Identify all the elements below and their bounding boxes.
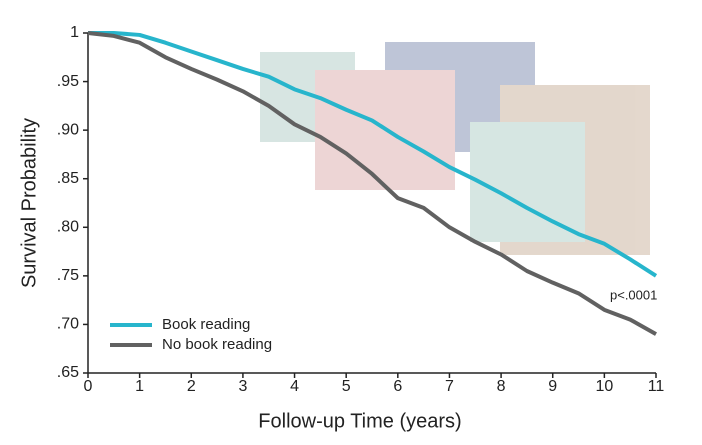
x-tick-label: 8	[497, 378, 506, 395]
x-tick-label: 9	[548, 378, 557, 395]
series-line	[88, 31, 658, 278]
x-tick-label: 7	[445, 378, 454, 395]
x-tick-label: 0	[84, 378, 93, 395]
y-tick-label: .70	[57, 316, 79, 333]
y-tick-label: 1	[70, 24, 79, 41]
legend-label: No book reading	[162, 336, 272, 353]
legend-label: Book reading	[162, 316, 250, 333]
x-tick-label: 2	[187, 378, 196, 395]
x-tick-label: 3	[238, 378, 247, 395]
x-tick-label: 6	[393, 378, 402, 395]
book	[470, 122, 585, 242]
y-tick-label: .90	[57, 121, 79, 138]
y-tick-label: .85	[57, 170, 79, 187]
x-tick-label: 10	[595, 378, 613, 395]
y-tick-label: .75	[57, 267, 79, 284]
y-tick-label: .65	[57, 364, 79, 381]
annotation: p<.0001	[610, 287, 657, 302]
x-tick-label: 1	[135, 378, 144, 395]
x-tick-label: 4	[290, 378, 299, 395]
series-line	[87, 31, 657, 336]
x-axis-label: Follow-up Time (years)	[258, 410, 461, 432]
y-tick-label: .95	[57, 73, 79, 90]
y-tick-label: .80	[57, 219, 79, 236]
x-tick-label: 5	[342, 378, 351, 395]
y-axis-label: Survival Probability	[18, 118, 40, 288]
books-illustration	[260, 42, 650, 255]
x-tick-label: 11	[648, 378, 665, 395]
